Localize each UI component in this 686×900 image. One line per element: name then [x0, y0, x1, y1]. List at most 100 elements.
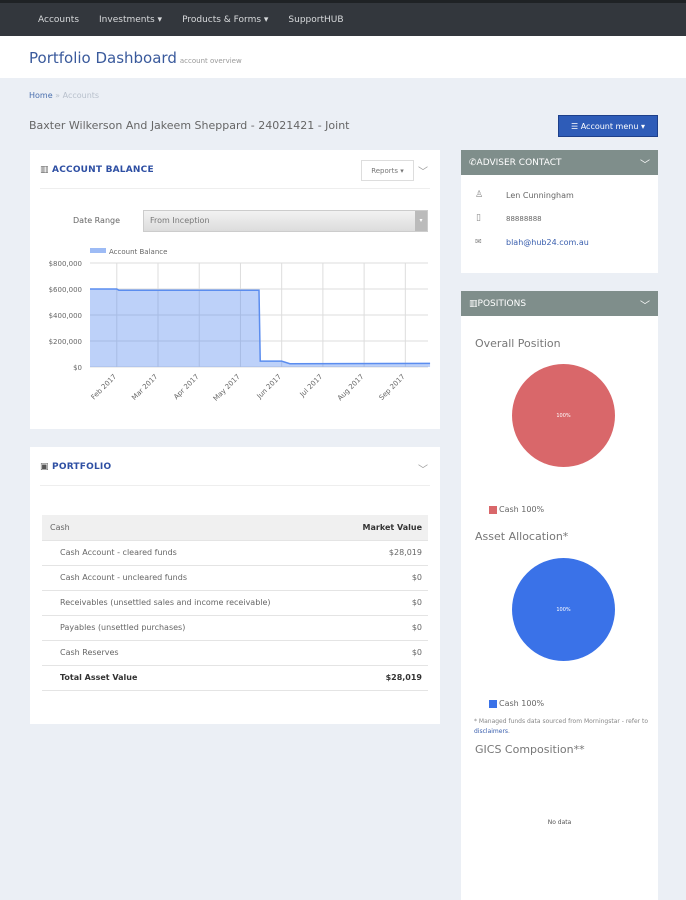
- adviser-contact-header[interactable]: ✆ ADVISER CONTACT ﹀: [461, 150, 658, 175]
- phone-icon: ✆: [469, 157, 477, 168]
- envelope-icon: ✉: [475, 237, 482, 246]
- adviser-contact-panel: ✆ ADVISER CONTACT ﹀ ♙ Len Cunningham ▯ 88…: [461, 150, 658, 273]
- x-tick-label: May 2017: [212, 373, 242, 403]
- legend-label: Cash 100%: [499, 699, 545, 708]
- collapse-chevron-icon[interactable]: ﹀: [418, 465, 428, 476]
- collapse-chevron-icon[interactable]: ﹀: [640, 160, 650, 171]
- col-market-value: Market Value: [335, 515, 428, 541]
- col-cash: Cash: [42, 515, 336, 541]
- legend-swatch: [90, 248, 106, 253]
- date-range-select[interactable]: From Inception ▾: [143, 210, 428, 232]
- total-value: $28,019: [335, 665, 428, 691]
- row-value: $0: [335, 640, 428, 666]
- note-end: .: [508, 728, 510, 735]
- asset-allocation-pie: 100%: [512, 558, 615, 661]
- pie-label: 100%: [556, 412, 571, 419]
- adviser-phone: 88888888: [506, 215, 542, 223]
- row-label: Cash Account - cleared funds: [42, 540, 336, 566]
- date-range-value: From Inception: [150, 216, 210, 225]
- asset-allocation-title: Asset Allocation*: [475, 530, 569, 543]
- x-tick-label: Jun 2017: [255, 373, 283, 401]
- asset-legend: Cash 100%: [489, 699, 544, 708]
- legend-swatch: [489, 699, 497, 708]
- overall-legend: Cash 100%: [489, 505, 544, 514]
- page-header: Portfolio Dashboard account overview: [0, 36, 686, 78]
- x-tick-label: Mar 2017: [130, 373, 159, 402]
- portfolio-panel: ▣ PORTFOLIO ﹀ Cash Market Value Cash Acco…: [30, 447, 440, 724]
- legend-label: Cash 100%: [499, 505, 545, 514]
- row-value: $28,019: [335, 540, 428, 566]
- nav-products-forms[interactable]: Products & Forms ▾: [182, 14, 269, 25]
- breadcrumb-home[interactable]: Home: [29, 91, 53, 100]
- adviser-contact-title: ADVISER CONTACT: [476, 157, 562, 168]
- table-row: Cash Reserves $0: [42, 640, 428, 666]
- overall-position-pie: 100%: [512, 364, 615, 467]
- chart-bar-icon: ▥: [40, 165, 53, 175]
- mobile-icon: ▯: [476, 213, 481, 223]
- nav-supporthub[interactable]: SupportHUB: [288, 14, 344, 25]
- dropdown-arrow-icon: ▾: [415, 211, 427, 231]
- y-tick-label: $400,000: [49, 312, 82, 320]
- disclaimers-link[interactable]: disclaimers: [474, 728, 509, 735]
- account-balance-title: ACCOUNT BALANCE: [52, 165, 154, 175]
- morningstar-note: * Managed funds data sourced from Mornin…: [474, 717, 654, 737]
- date-range-label: Date Range: [73, 216, 121, 225]
- table-row: Cash Account - uncleared funds $0: [42, 565, 428, 591]
- collapse-chevron-icon[interactable]: ﹀: [640, 301, 650, 312]
- no-data-text: No data: [547, 819, 572, 826]
- briefcase-icon: ▣: [40, 462, 53, 472]
- row-label: Cash Account - uncleared funds: [42, 565, 336, 591]
- legend-label: Account Balance: [109, 248, 167, 256]
- series-line: [90, 288, 431, 365]
- page-title: Portfolio Dashboard: [29, 49, 177, 67]
- page-subtitle: account overview: [179, 57, 242, 65]
- nav-accounts[interactable]: Accounts: [38, 14, 80, 25]
- reports-button[interactable]: Reports ▾: [361, 160, 414, 181]
- note-text: * Managed funds data sourced from Mornin…: [474, 718, 649, 725]
- row-label: Payables (unsettled purchases): [42, 615, 336, 641]
- portfolio-title: PORTFOLIO: [52, 462, 112, 472]
- portfolio-table: Cash Market Value Cash Account - cleared …: [42, 515, 428, 691]
- y-tick-label: $0: [73, 364, 82, 372]
- row-label: Cash Reserves: [42, 640, 336, 666]
- nav-investments[interactable]: Investments ▾: [99, 14, 163, 25]
- pie-label: 100%: [556, 606, 571, 613]
- x-tick-label: Jul 2017: [298, 373, 325, 400]
- account-title: Baxter Wilkerson And Jakeem Sheppard - 2…: [29, 119, 350, 132]
- account-balance-panel: ▥ ACCOUNT BALANCE Reports ▾ ﹀ Date Range…: [30, 150, 440, 429]
- breadcrumb-sep: »: [55, 91, 61, 100]
- breadcrumb-current: Accounts: [62, 91, 100, 100]
- y-tick-label: $800,000: [49, 260, 82, 268]
- y-tick-label: $600,000: [49, 286, 82, 294]
- positions-header[interactable]: ▥ POSITIONS ﹀: [461, 291, 658, 316]
- account-balance-chart: $0 $200,000 $400,000 $600,000 $800,000 Feb 20…: [49, 248, 431, 403]
- x-tick-label: Sep 2017: [378, 373, 407, 402]
- row-value: $0: [335, 615, 428, 641]
- table-row: Cash Account - cleared funds $28,019: [42, 540, 428, 566]
- x-tick-label: Apr 2017: [172, 373, 200, 401]
- overall-position-title: Overall Position: [475, 337, 561, 350]
- gics-title: GICS Composition**: [475, 743, 585, 756]
- breadcrumb: Home » Accounts: [29, 91, 99, 100]
- table-header: Cash Market Value: [42, 515, 428, 541]
- account-menu-button[interactable]: ☰ Account menu ▾: [558, 115, 658, 137]
- collapse-chevron-icon[interactable]: ﹀: [418, 167, 428, 178]
- table-row: Payables (unsettled purchases) $0: [42, 615, 428, 641]
- legend-swatch: [489, 505, 497, 514]
- total-row: Total Asset Value $28,019: [42, 665, 428, 691]
- table-row: Receivables (unsettled sales and income …: [42, 590, 428, 616]
- x-tick-label: Aug 2017: [336, 373, 365, 402]
- area-fill: [90, 289, 431, 367]
- y-tick-label: $200,000: [49, 338, 82, 346]
- row-value: $0: [335, 565, 428, 591]
- positions-title: POSITIONS: [477, 298, 527, 309]
- total-label: Total Asset Value: [42, 665, 336, 691]
- row-value: $0: [335, 590, 428, 616]
- positions-panel: ▥ POSITIONS ﹀ Overall Position 100% Cash …: [461, 291, 658, 900]
- user-icon: ♙: [475, 190, 484, 200]
- adviser-name: Len Cunningham: [506, 191, 574, 200]
- chart-icon: ▥: [469, 298, 478, 309]
- row-label: Receivables (unsettled sales and income …: [42, 590, 336, 616]
- top-nav: Accounts Investments ▾ Products & Forms …: [0, 0, 686, 36]
- adviser-email-link[interactable]: blah@hub24.com.au: [506, 238, 589, 247]
